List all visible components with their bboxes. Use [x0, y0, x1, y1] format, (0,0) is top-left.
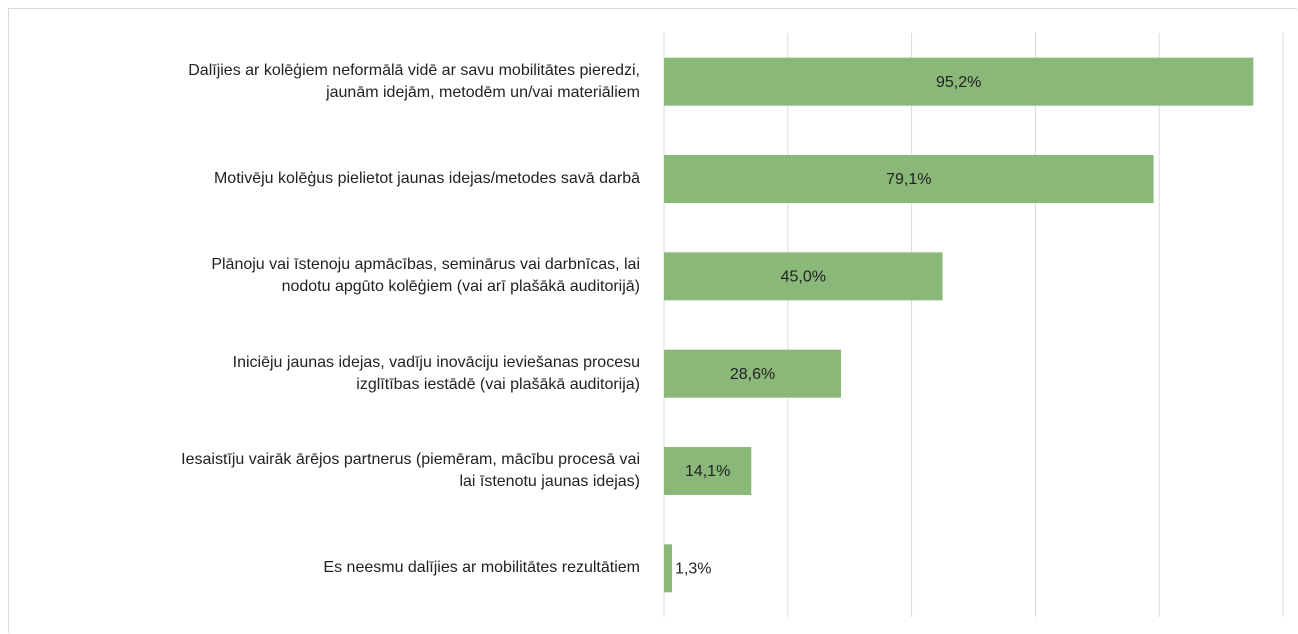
data-label: 1,3%	[675, 561, 711, 578]
bar	[664, 155, 1154, 203]
category-label: Motivēju kolēģus pielietot jaunas idejas…	[213, 170, 640, 187]
bar	[664, 447, 752, 495]
category-label: Iniciēju jaunas idejas, vadīju inovāciju…	[232, 353, 640, 393]
category-label: Iesaistīju vairāk ārējos partnerus (piem…	[181, 451, 640, 490]
bar	[664, 252, 943, 301]
bar	[664, 544, 673, 593]
category-label: Plānoju vai īstenoju apmācības, semināru…	[211, 256, 640, 296]
category-label: Dalījies ar kolēģiem neformālā vidē ar s…	[188, 61, 640, 101]
chart-frame	[8, 8, 1297, 633]
data-label: 14,1%	[685, 463, 730, 480]
data-label: 28,6%	[730, 366, 775, 383]
data-label: 95,2%	[936, 74, 981, 91]
category-label: Es neesmu dalījies ar mobilitātes rezult…	[323, 559, 640, 577]
data-label: 45,0%	[781, 269, 826, 286]
bar	[664, 349, 842, 398]
bar	[664, 57, 1254, 106]
data-label: 79,1%	[886, 171, 931, 188]
